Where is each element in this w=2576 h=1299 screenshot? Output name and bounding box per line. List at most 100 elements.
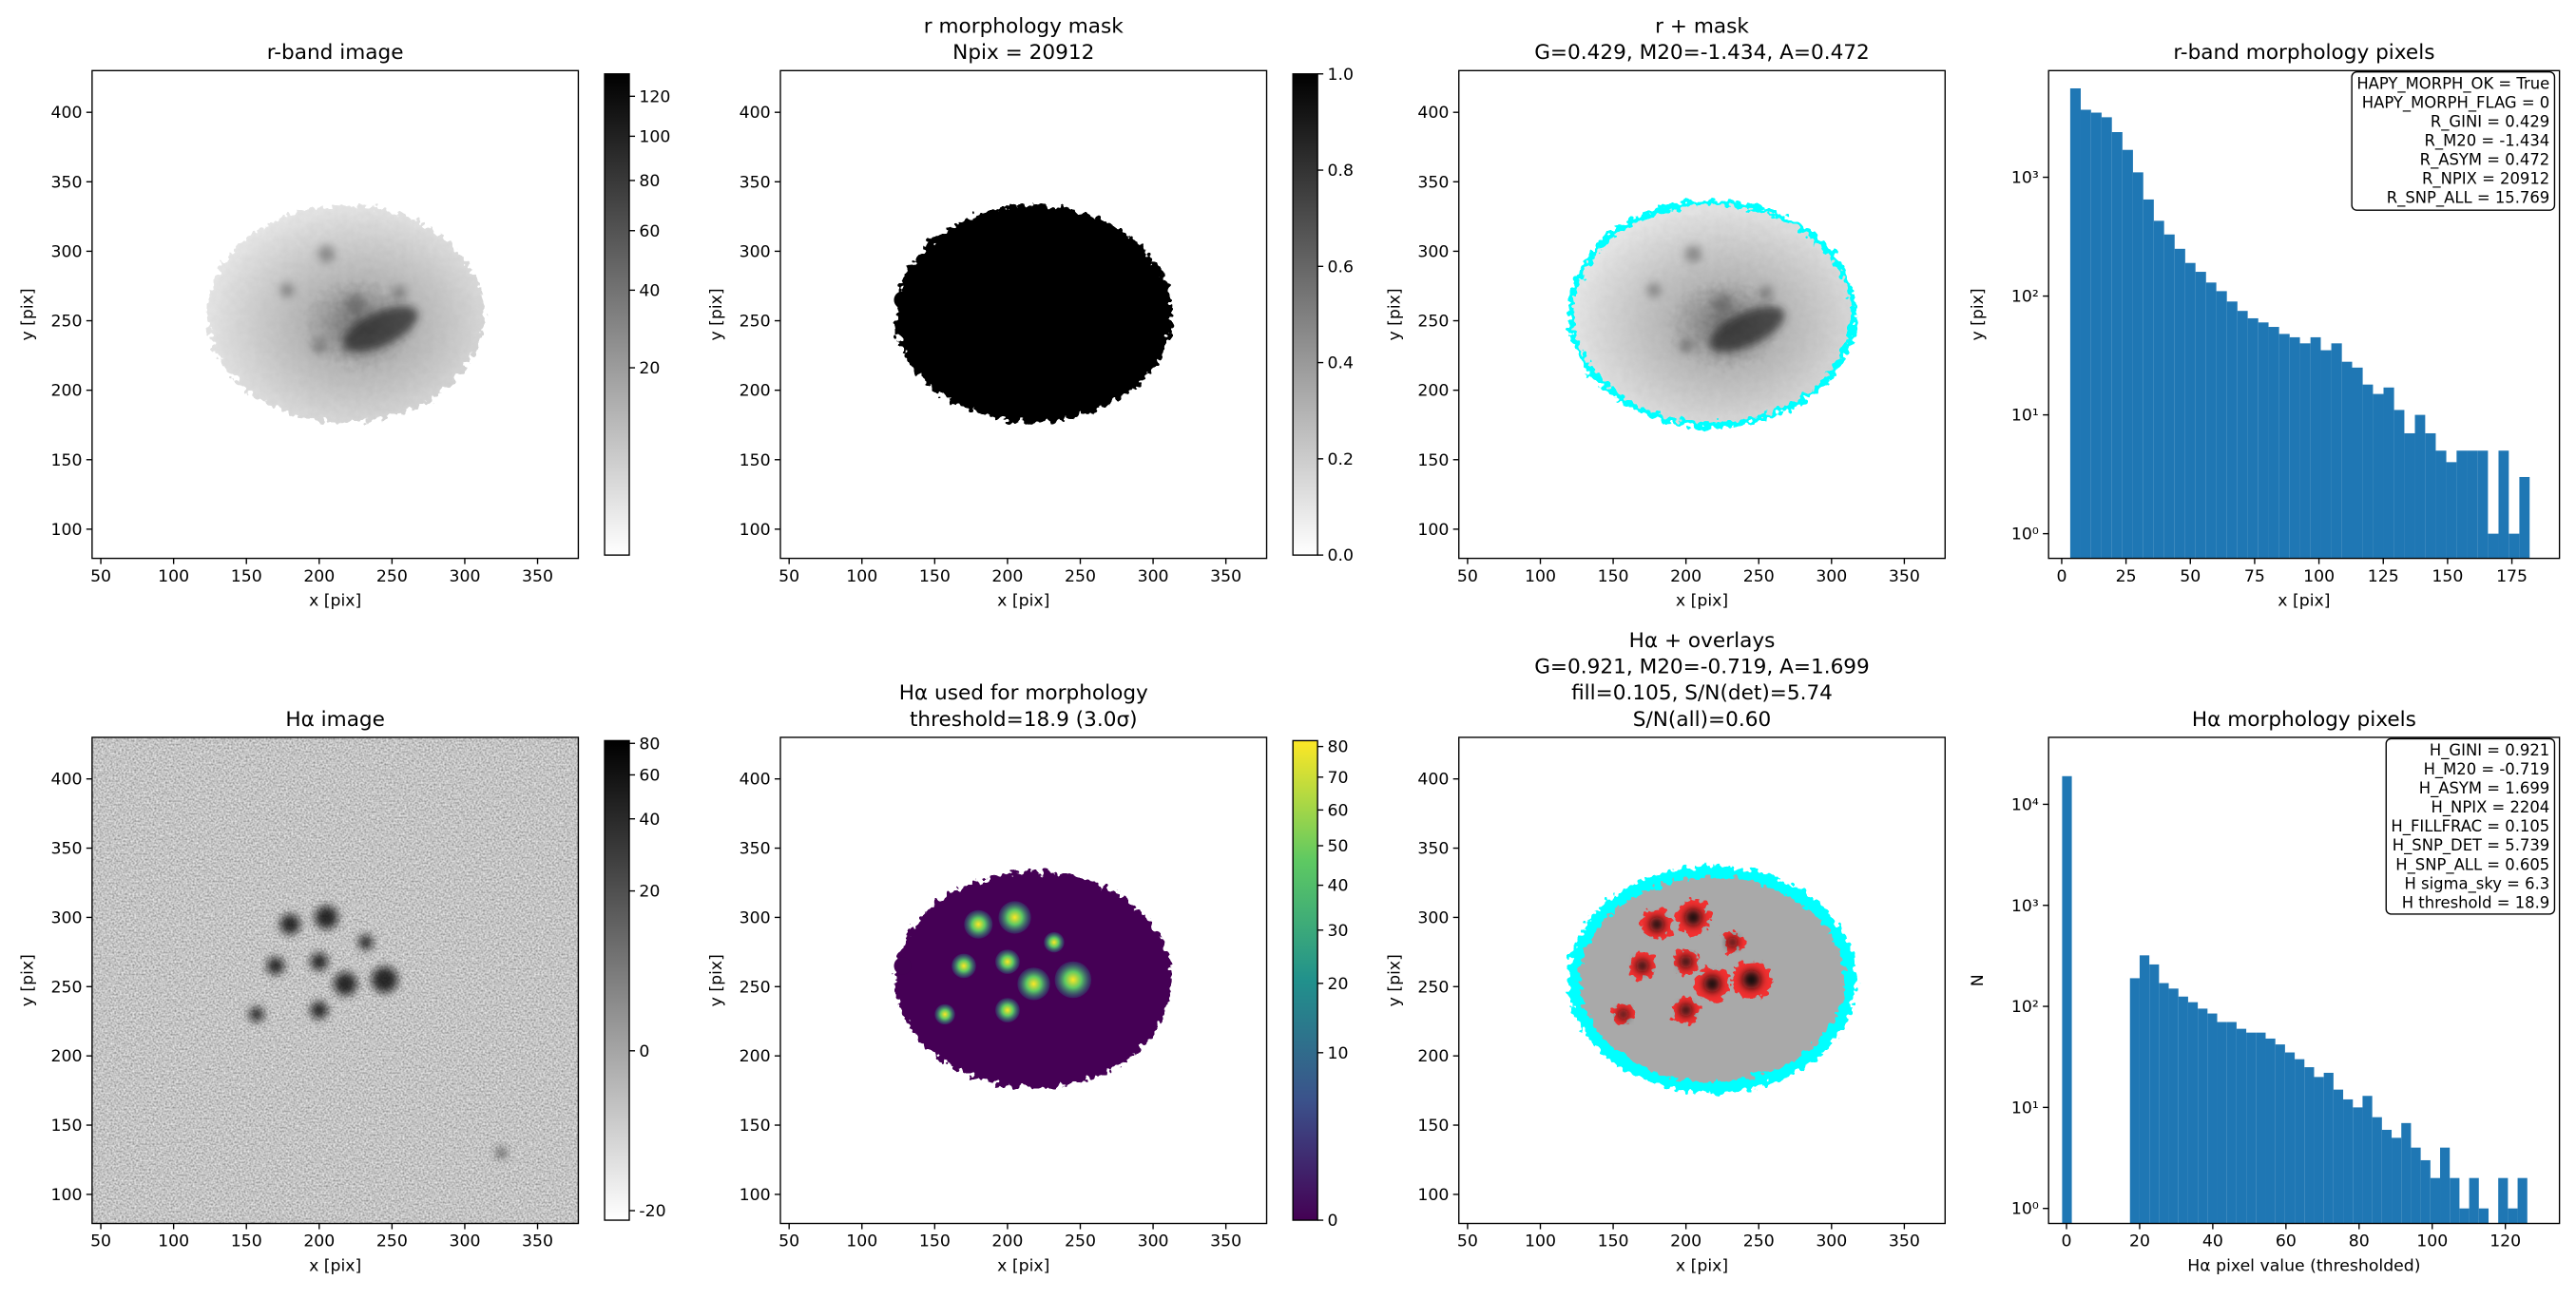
ha-knot bbox=[371, 966, 398, 993]
annotation-line: HAPY_MORPH_FLAG = 0 bbox=[2362, 93, 2549, 112]
x-tick-label: 125 bbox=[2368, 567, 2399, 586]
x-tick-label: 350 bbox=[1889, 1232, 1920, 1251]
ha-knot bbox=[995, 998, 1020, 1022]
y-tick-label: 400 bbox=[51, 771, 83, 790]
bar bbox=[2425, 432, 2436, 559]
y-tick-label: 100 bbox=[740, 521, 771, 540]
x-tick-label: 250 bbox=[1065, 1232, 1096, 1251]
bar bbox=[2090, 112, 2102, 559]
x-tick-label: 200 bbox=[991, 1232, 1023, 1251]
y-tick-label: 150 bbox=[51, 1117, 83, 1136]
y-tick-label: 10² bbox=[2011, 998, 2039, 1017]
ha-knot bbox=[1017, 967, 1050, 1001]
bar bbox=[2435, 450, 2447, 559]
colorbar-tick-label: 20 bbox=[639, 883, 660, 902]
colorbar-tick-label: 80 bbox=[639, 172, 660, 191]
colorbar-tick-label: 60 bbox=[639, 766, 660, 785]
y-tick-label: 300 bbox=[740, 908, 771, 927]
annotation-line: HAPY_MORPH_OK = True bbox=[2356, 74, 2549, 93]
y-tick-label: 300 bbox=[51, 908, 83, 927]
x-tick-label: 200 bbox=[1670, 1232, 1701, 1251]
bar bbox=[2265, 1038, 2276, 1224]
x-tick-label: 100 bbox=[158, 1232, 189, 1251]
ha-knot bbox=[266, 957, 285, 975]
y-tick-label: 100 bbox=[1417, 521, 1449, 540]
galaxy-knot bbox=[1712, 294, 1733, 315]
y-tick-label: 400 bbox=[740, 104, 771, 123]
x-tick-label: 300 bbox=[1138, 1232, 1169, 1251]
x-tick-label: 350 bbox=[522, 1232, 553, 1251]
bar bbox=[2256, 1032, 2266, 1224]
axes-frame bbox=[779, 736, 1268, 1225]
ha-core bbox=[1649, 917, 1664, 932]
annotation-line: H_FILLFRAC = 0.105 bbox=[2391, 817, 2549, 836]
bar bbox=[2508, 1208, 2518, 1224]
y-tick-label: 300 bbox=[740, 242, 771, 261]
colorbar-tick-label: 80 bbox=[639, 735, 660, 754]
x-tick-label: 40 bbox=[2202, 1232, 2223, 1251]
bar bbox=[2392, 1137, 2402, 1224]
bar bbox=[2153, 220, 2164, 559]
y-tick-label: 350 bbox=[740, 173, 771, 192]
bar bbox=[2372, 1117, 2382, 1224]
bar bbox=[2469, 1177, 2479, 1224]
y-tick-label: 10¹ bbox=[2011, 407, 2039, 426]
x-axis-label: x [pix] bbox=[309, 1257, 361, 1276]
colorbar-tick-label: 70 bbox=[1327, 769, 1348, 788]
y-tick-label: 200 bbox=[740, 382, 771, 401]
x-axis-label: x [pix] bbox=[1676, 1257, 1728, 1276]
y-tick-label: 400 bbox=[1417, 104, 1449, 123]
bar bbox=[2420, 1159, 2431, 1224]
plot-area bbox=[91, 736, 579, 1224]
bar bbox=[2519, 476, 2530, 559]
bar bbox=[2331, 343, 2342, 559]
colorbar-tick-label: 0 bbox=[639, 1042, 649, 1061]
bar bbox=[2478, 1208, 2489, 1224]
ha-core bbox=[1680, 955, 1693, 968]
bar bbox=[2304, 1067, 2315, 1224]
bar bbox=[2498, 1177, 2509, 1224]
panel-title: Hα image bbox=[285, 708, 385, 732]
x-tick-label: 50 bbox=[779, 567, 799, 586]
colorbar-tick-label: 40 bbox=[1327, 877, 1348, 896]
axes-frame bbox=[1458, 69, 1946, 560]
axes-frame bbox=[1458, 736, 1946, 1225]
bar bbox=[2343, 1098, 2354, 1224]
ha-core bbox=[1741, 970, 1761, 989]
axes-frame bbox=[91, 69, 580, 560]
bar bbox=[2278, 334, 2290, 559]
panel: 0 25 50 75 100 125 150 175 10⁰ 10¹ 10² 10³ x [pix] y … bbox=[1969, 41, 2561, 611]
x-tick-label: 100 bbox=[158, 567, 189, 586]
x-tick-label: 250 bbox=[376, 1232, 408, 1251]
galaxy-core bbox=[1709, 306, 1785, 353]
ha-knot bbox=[315, 906, 338, 929]
bar bbox=[2323, 1072, 2334, 1224]
x-tick-label: 20 bbox=[2129, 1232, 2150, 1251]
y-tick-label: 200 bbox=[740, 1047, 771, 1066]
colorbar-tick-label: 60 bbox=[1327, 801, 1348, 820]
colorbar-tick-label: 100 bbox=[639, 127, 670, 146]
x-tick-label: 150 bbox=[1598, 1232, 1629, 1251]
colorbar-tick-label: 40 bbox=[639, 811, 660, 830]
x-tick-label: 75 bbox=[2244, 567, 2265, 586]
y-tick-label: 100 bbox=[1417, 1186, 1449, 1205]
y-tick-label: 250 bbox=[1417, 313, 1449, 332]
ha-core bbox=[1618, 1009, 1629, 1020]
y-tick-label: 150 bbox=[51, 451, 83, 470]
bar bbox=[2174, 248, 2185, 559]
annotation-line: H threshold = 18.9 bbox=[2402, 893, 2550, 911]
bar bbox=[2446, 462, 2457, 559]
y-tick-label: 400 bbox=[51, 104, 83, 123]
annotation-line: H_NPIX = 2204 bbox=[2432, 798, 2550, 817]
bar bbox=[2226, 1022, 2237, 1224]
colorbar-tick-label: 0.4 bbox=[1327, 354, 1353, 373]
axes-frame bbox=[2047, 736, 2561, 1225]
galaxy-knot bbox=[279, 282, 295, 298]
bar bbox=[2268, 327, 2279, 559]
bar bbox=[2217, 1022, 2227, 1224]
x-tick-label: 200 bbox=[991, 567, 1023, 586]
bar bbox=[2062, 775, 2072, 1224]
annotation-line: H sigma_sky = 6.3 bbox=[2404, 874, 2549, 893]
ha-knot bbox=[334, 972, 357, 996]
x-tick-label: 250 bbox=[1743, 1232, 1775, 1251]
